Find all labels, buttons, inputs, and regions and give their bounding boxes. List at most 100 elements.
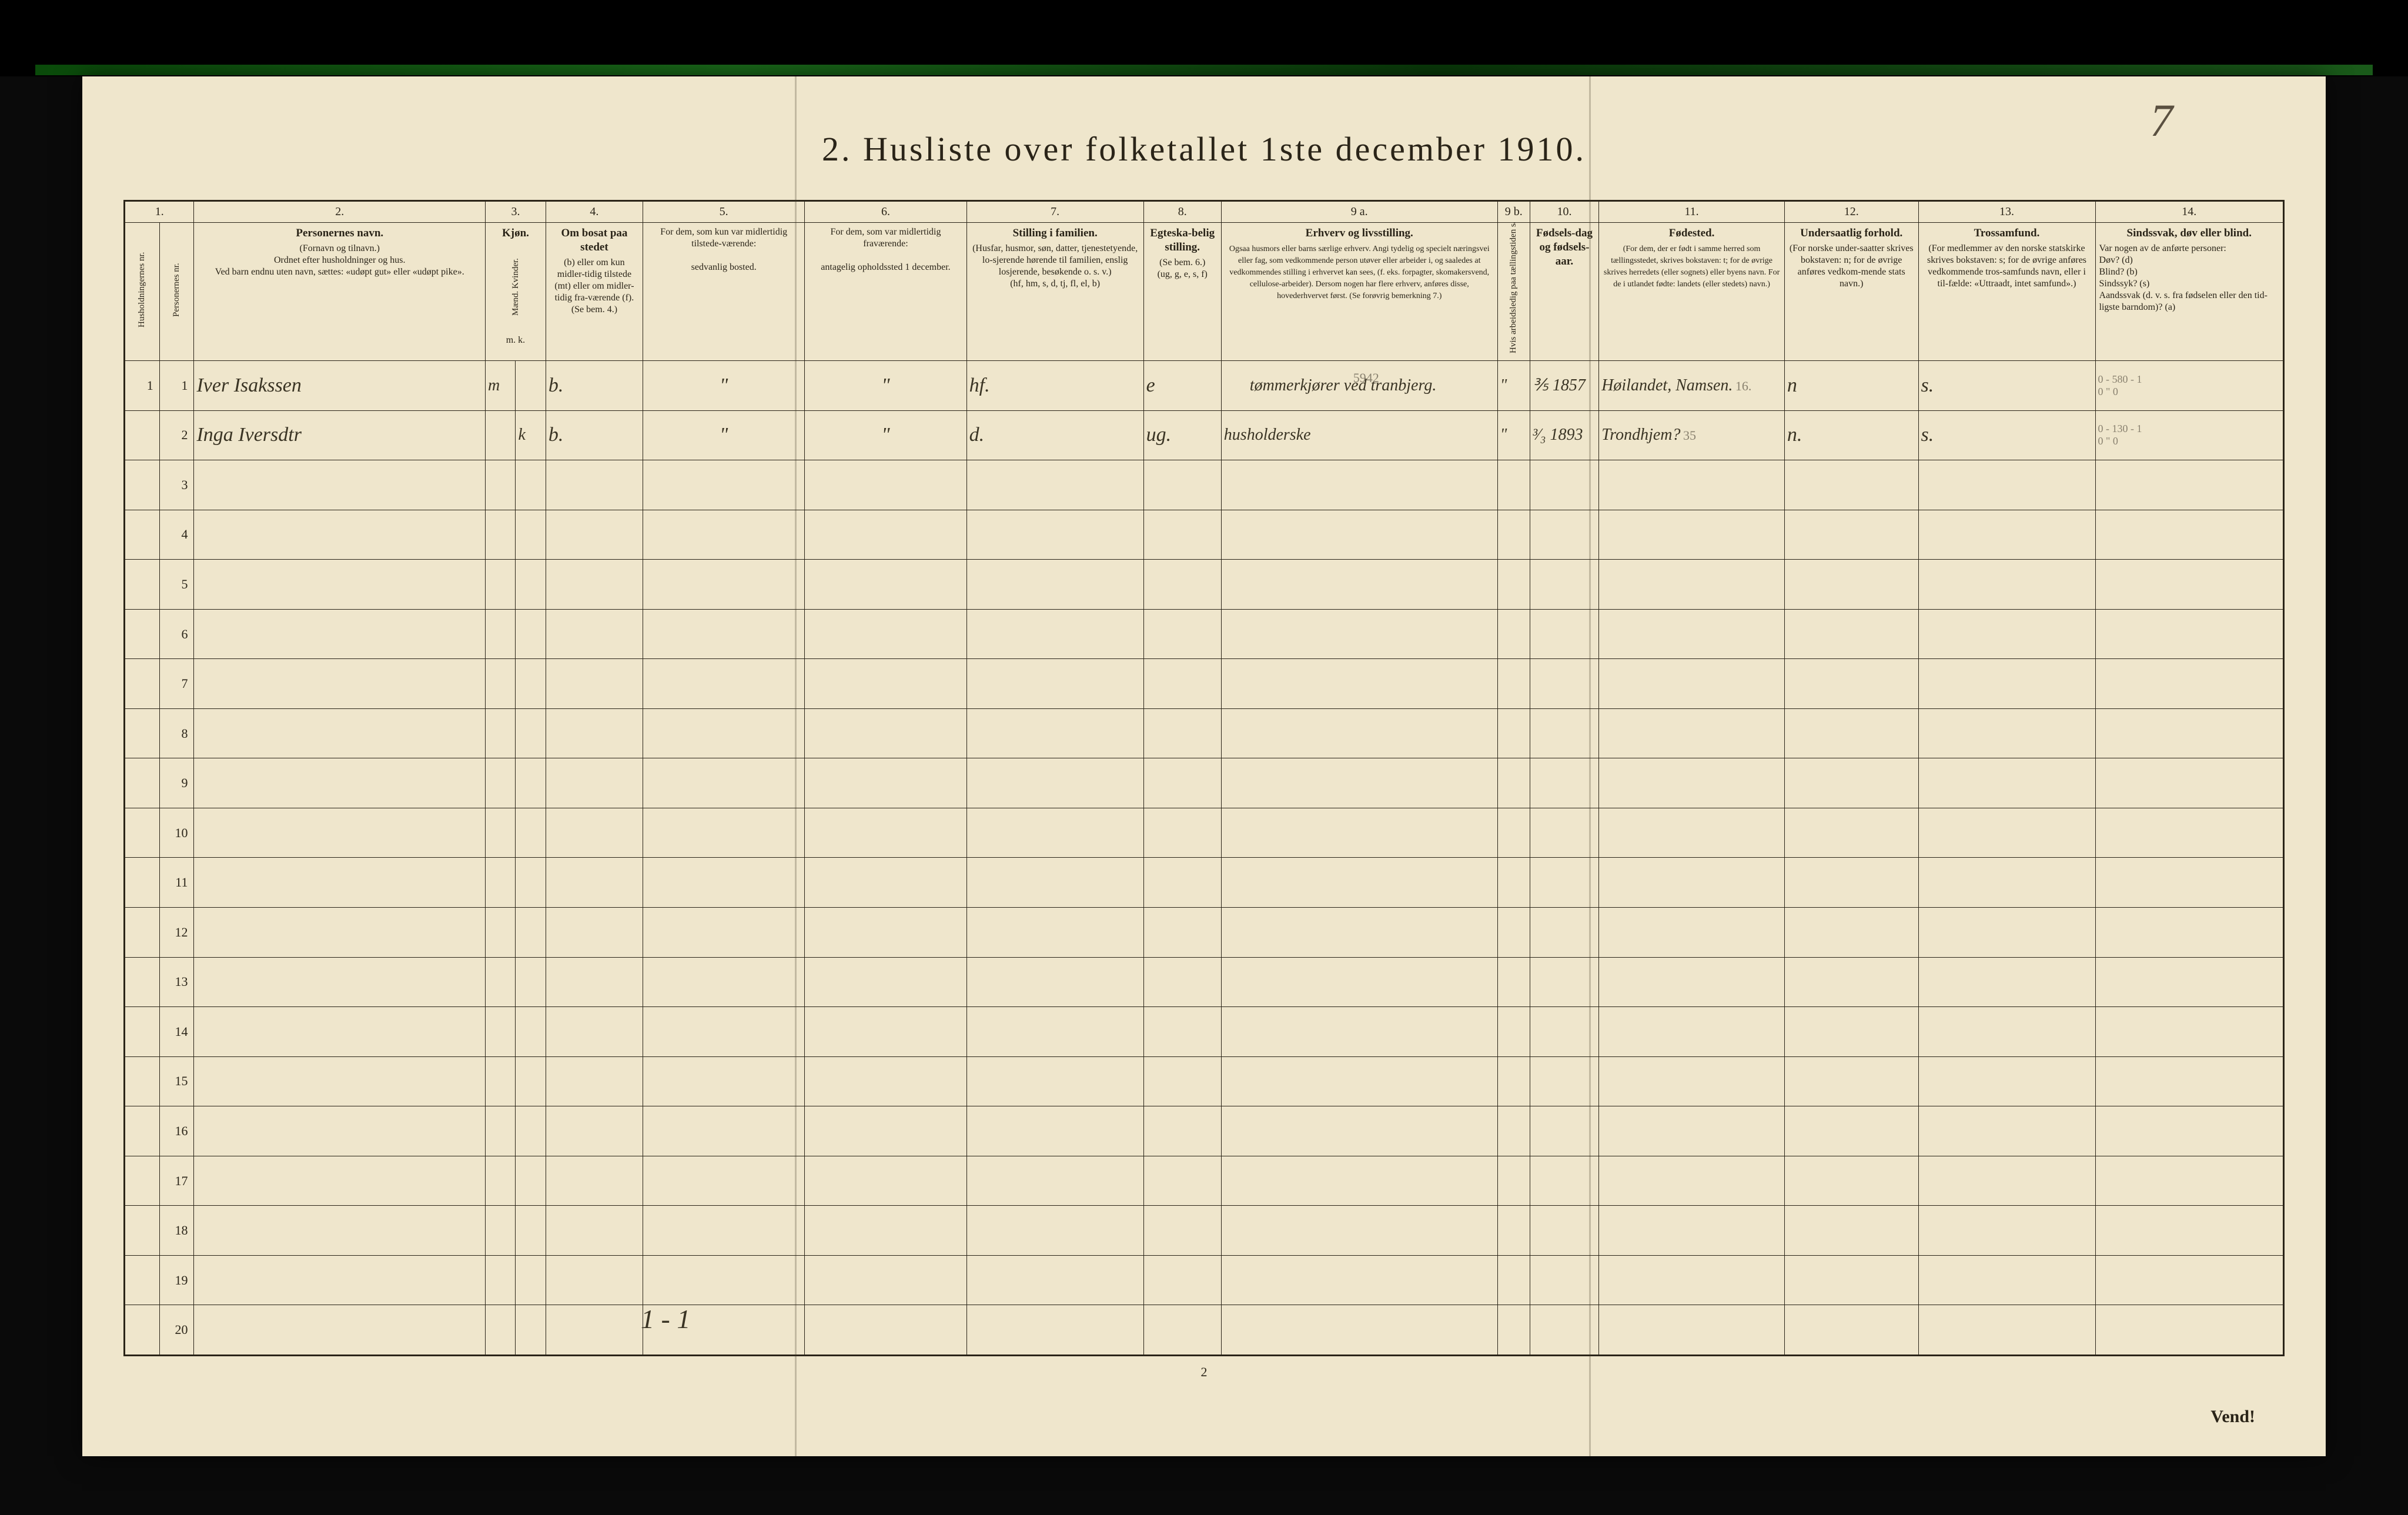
cell-empty	[1918, 1056, 2095, 1106]
cell-empty	[486, 908, 516, 958]
colnum-1: 1.	[125, 202, 194, 223]
cell-empty	[1497, 808, 1530, 858]
cell-empty	[966, 659, 1143, 709]
cell-fodested: Trondhjem? 35	[1599, 410, 1785, 460]
cell-empty	[643, 1106, 805, 1156]
cell-person-nr: 19	[159, 1255, 194, 1305]
cell-empty	[805, 758, 966, 808]
cell-empty	[1918, 957, 2095, 1007]
hdr-egteskab: Egteska-belig stilling. (Se bem. 6.) (ug…	[1143, 223, 1221, 361]
cell-hh	[125, 957, 160, 1007]
cell-empty	[1497, 1255, 1530, 1305]
cell-empty	[546, 1056, 643, 1106]
cell-empty	[546, 1255, 643, 1305]
cell-empty	[516, 1106, 546, 1156]
cell-empty	[1143, 560, 1221, 610]
cell-empty	[1497, 1106, 1530, 1156]
cell-empty	[194, 460, 486, 510]
cell-empty	[546, 460, 643, 510]
cell-empty	[1143, 460, 1221, 510]
colnum-4: 4.	[546, 202, 643, 223]
cell-empty	[1784, 1156, 1918, 1206]
cell-empty	[1530, 1007, 1598, 1057]
cell-stilling: hf.	[966, 361, 1143, 411]
cell-empty	[805, 560, 966, 610]
cell-hh: 1	[125, 361, 160, 411]
cell-person-nr: 15	[159, 1056, 194, 1106]
cell-empty	[1530, 1206, 1598, 1256]
cell-empty	[2095, 460, 2283, 510]
table-row: 19	[125, 1255, 2283, 1305]
cell-empty	[643, 957, 805, 1007]
cell-empty	[2095, 1056, 2283, 1106]
cell-empty	[1918, 560, 2095, 610]
cell-empty	[643, 560, 805, 610]
cell-empty	[643, 1007, 805, 1057]
cell-empty	[805, 659, 966, 709]
cell-empty	[1599, 908, 1785, 958]
cell-empty	[1530, 460, 1598, 510]
table-row: 8	[125, 708, 2283, 758]
colnum-10: 10.	[1530, 202, 1598, 223]
cell-empty	[805, 609, 966, 659]
cell-bosat: b.	[546, 361, 643, 411]
bottom-page-number: 2	[1201, 1364, 1208, 1380]
cell-empty	[643, 1156, 805, 1206]
cell-sindssvak: 0 - 130 - 1 0 " 0	[2095, 410, 2283, 460]
cell-person-nr: 20	[159, 1305, 194, 1355]
cell-empty	[516, 1206, 546, 1256]
cell-empty	[1784, 659, 1918, 709]
cell-empty	[2095, 1255, 2283, 1305]
cell-empty	[1143, 957, 1221, 1007]
cell-empty	[1918, 1007, 2095, 1057]
cell-empty	[1221, 1056, 1497, 1106]
cell-stilling: d.	[966, 410, 1143, 460]
cell-sindssvak: 0 - 580 - 1 0 " 0	[2095, 361, 2283, 411]
cell-hh	[125, 510, 160, 560]
table-body: 11Iver Isakssenmb.""hf.e5942tømmerkjører…	[125, 361, 2283, 1355]
cell-empty	[1221, 957, 1497, 1007]
cell-empty	[1221, 460, 1497, 510]
cell-bosat: b.	[546, 410, 643, 460]
cell-empty	[194, 659, 486, 709]
cell-person-nr: 4	[159, 510, 194, 560]
cell-hh	[125, 659, 160, 709]
cell-empty	[1918, 758, 2095, 808]
hdr-kjon: Kjøn. Mænd. Kvinder. m. k.	[486, 223, 546, 361]
table-row: 7	[125, 659, 2283, 709]
cell-sex-m	[486, 410, 516, 460]
cell-hh	[125, 460, 160, 510]
cell-empty	[486, 1156, 516, 1206]
cell-empty	[2095, 808, 2283, 858]
cell-person-nr: 17	[159, 1156, 194, 1206]
scanner-color-stripe	[35, 65, 2373, 75]
cell-empty	[1530, 808, 1598, 858]
cell-person-nr: 16	[159, 1106, 194, 1156]
cell-name: Iver Isakssen	[194, 361, 486, 411]
cell-empty	[966, 1007, 1143, 1057]
cell-empty	[805, 460, 966, 510]
cell-empty	[516, 1056, 546, 1106]
cell-fodested: Høilandet, Namsen. 16.	[1599, 361, 1785, 411]
vend-label: Vend!	[2210, 1407, 2255, 1427]
cell-empty	[966, 460, 1143, 510]
cell-empty	[805, 708, 966, 758]
cell-empty	[1530, 1255, 1598, 1305]
cell-person-nr: 7	[159, 659, 194, 709]
cell-empty	[1497, 1305, 1530, 1355]
page-title: 2. Husliste over folketallet 1ste decemb…	[82, 76, 2326, 169]
cell-empty	[486, 1056, 516, 1106]
cell-sex-k	[516, 361, 546, 411]
census-table: 1. 2. 3. 4. 5. 6. 7. 8. 9 a. 9 b. 10. 11…	[123, 200, 2285, 1356]
cell-empty	[546, 908, 643, 958]
hdr-person-nr: Personernes nr.	[159, 223, 194, 361]
cell-empty	[1784, 560, 1918, 610]
cell-empty	[1143, 1007, 1221, 1057]
hdr-husholdning-nr: Husholdningernes nr.	[125, 223, 160, 361]
cell-person-nr: 14	[159, 1007, 194, 1057]
cell-empty	[966, 560, 1143, 610]
cell-empty	[966, 609, 1143, 659]
cell-empty	[194, 957, 486, 1007]
cell-empty	[1530, 758, 1598, 808]
cell-erhverv: 5942tømmerkjører ved tranbjerg.	[1221, 361, 1497, 411]
